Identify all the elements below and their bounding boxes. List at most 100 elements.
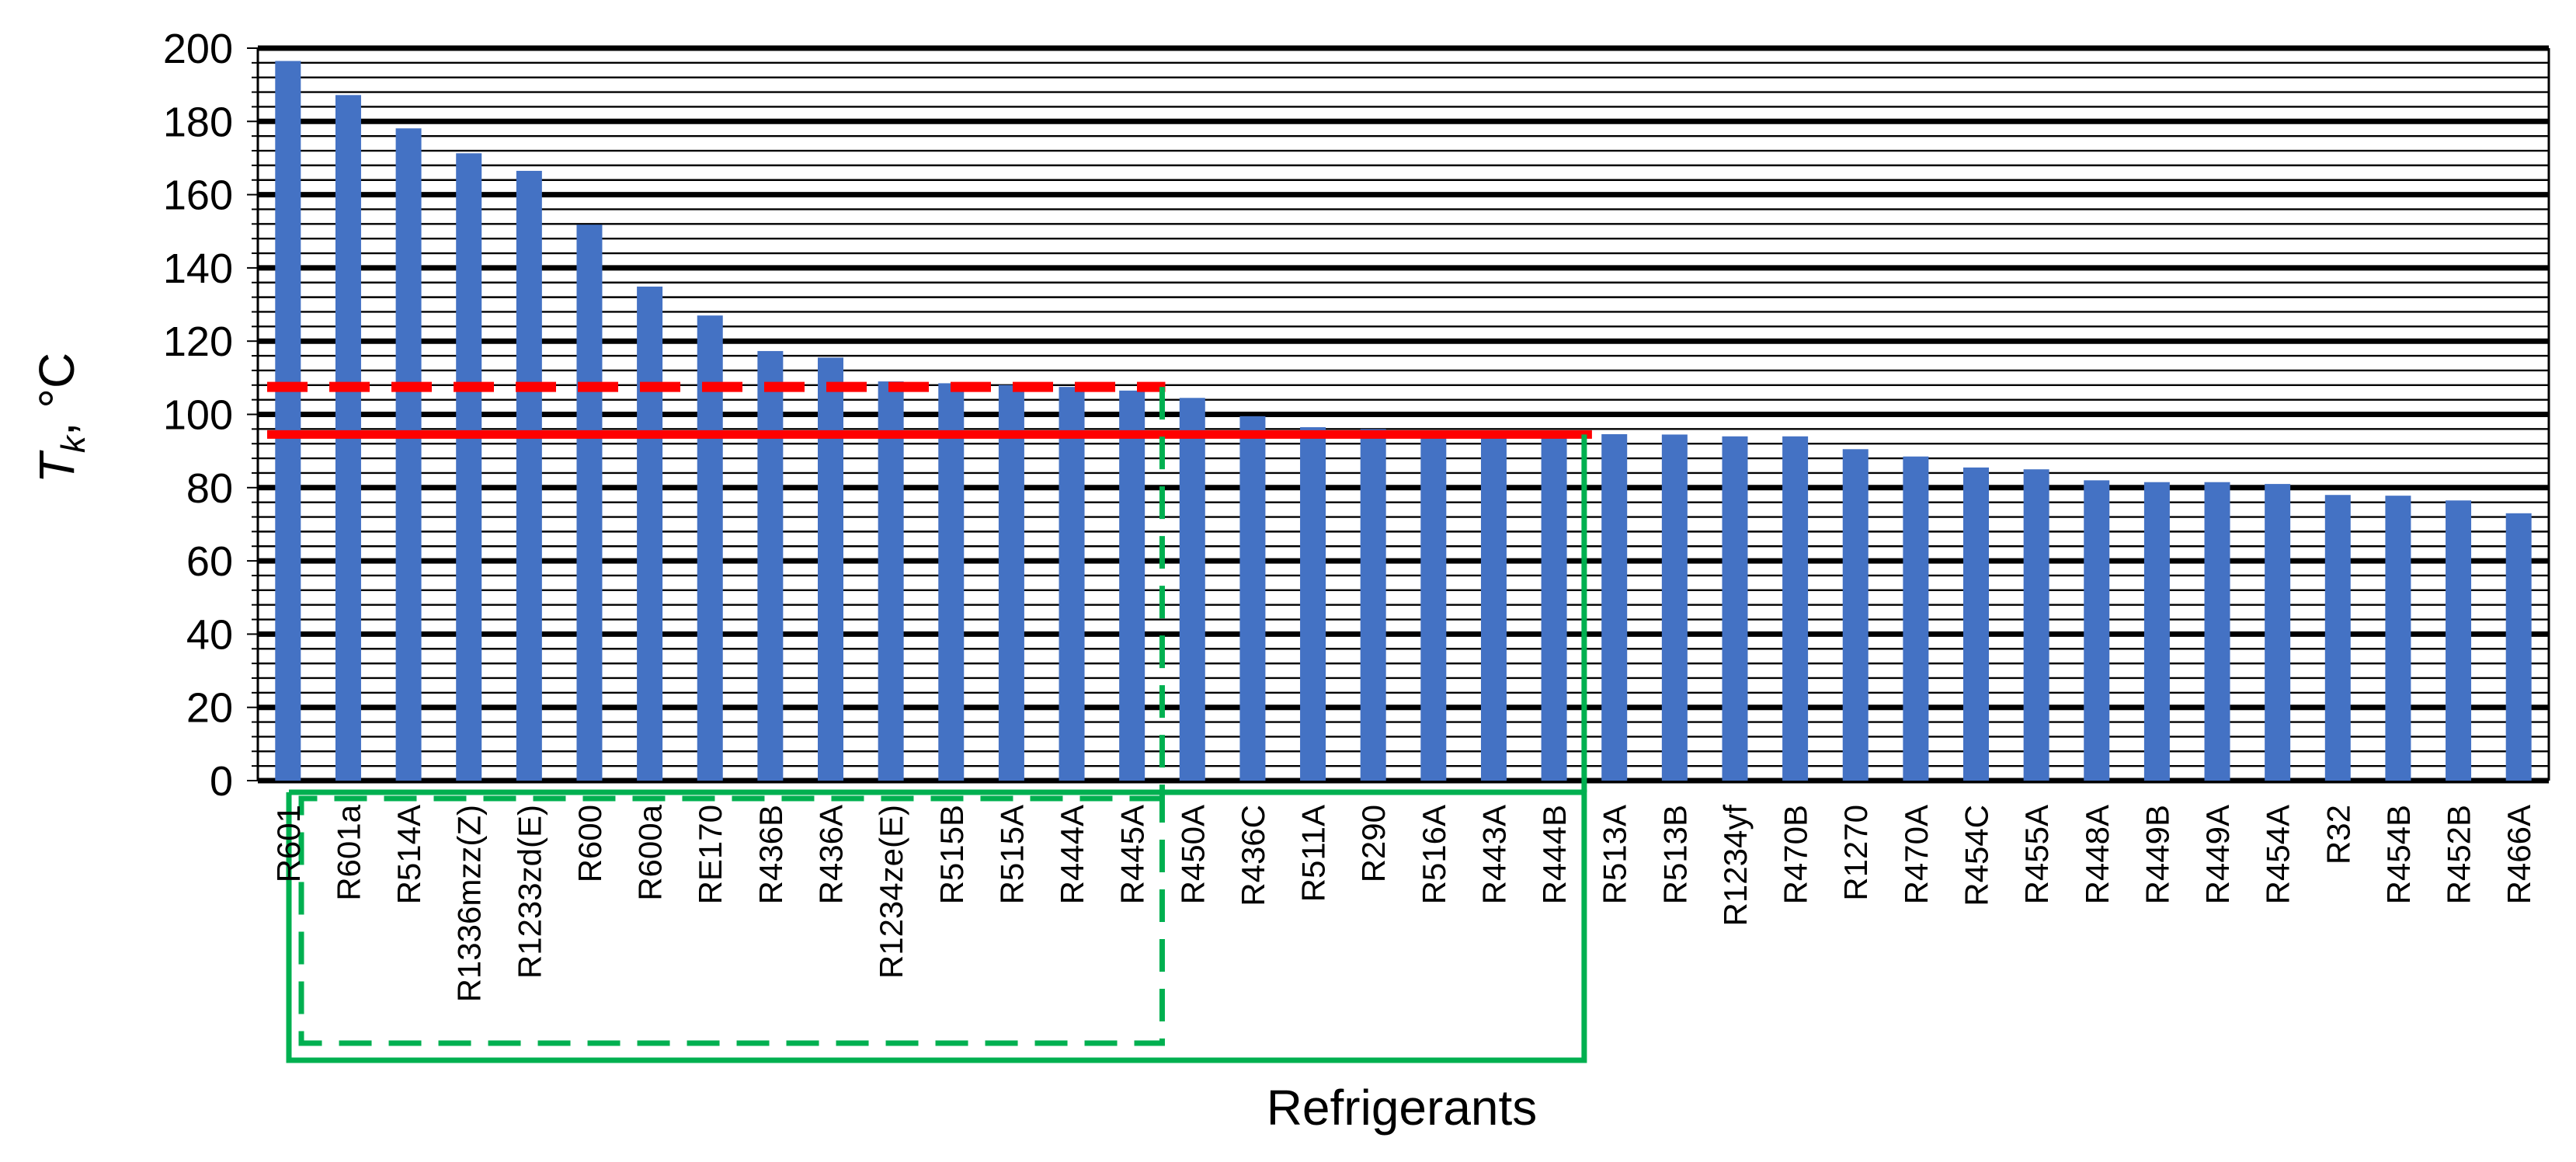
- x-tick-label: R514A: [391, 805, 427, 904]
- x-tick-label: R601: [270, 805, 307, 882]
- y-tick-label: 60: [186, 538, 233, 585]
- x-tick-label: R513B: [1656, 805, 1693, 904]
- y-axis-subscript: k: [54, 434, 92, 453]
- x-tick-label: R444A: [1054, 805, 1090, 904]
- bar-R470B: [1782, 436, 1809, 781]
- y-tick-label: 20: [186, 685, 233, 732]
- x-tick-label: R1336mzz(Z): [451, 805, 488, 1002]
- x-tick-label: R1234yf: [1717, 805, 1754, 927]
- y-axis-symbol: T: [29, 450, 85, 483]
- bar-R444B: [1541, 433, 1567, 781]
- bar-R32: [2324, 495, 2351, 781]
- highlight-groups: [286, 387, 1587, 1063]
- bar-R1234yf: [1722, 436, 1748, 781]
- bar-R513A: [1601, 433, 1628, 781]
- x-tick-label: R436C: [1235, 805, 1271, 906]
- x-tick-label: R515B: [933, 805, 970, 904]
- bar-R448A: [2084, 480, 2110, 781]
- x-tick-label: R454A: [2260, 805, 2296, 904]
- bar-R436C: [1239, 416, 1266, 781]
- x-tick-label: R452B: [2441, 805, 2477, 904]
- bar-R450A: [1179, 398, 1205, 781]
- x-tick-label: R450A: [1174, 805, 1211, 904]
- x-tick-label: R516A: [1416, 805, 1452, 904]
- bar-R516A: [1420, 430, 1447, 781]
- x-tick-label: R444B: [1536, 805, 1573, 904]
- x-tick-label: R511A: [1295, 805, 1332, 902]
- y-tick-label: 0: [210, 758, 233, 805]
- bar-R470A: [1903, 456, 1929, 781]
- solid-group-box: [286, 789, 1587, 1063]
- x-tick-label: R455A: [2018, 805, 2055, 904]
- x-tick-label: R449B: [2139, 805, 2175, 904]
- y-axis-unit: , °C: [29, 353, 85, 436]
- bar-R515B: [938, 383, 965, 781]
- bar-R515A: [998, 384, 1024, 781]
- y-tick-label: 200: [163, 26, 233, 72]
- x-axis-title: Refrigerants: [1267, 1080, 1538, 1136]
- bar-R449A: [2204, 482, 2230, 781]
- y-tick-label: 120: [163, 318, 233, 365]
- bar-R452B: [2446, 500, 2472, 781]
- x-tick-label: R454B: [2380, 805, 2417, 904]
- x-tick-label: R470A: [1898, 805, 1935, 904]
- x-tick-label: R1234ze(E): [873, 805, 909, 979]
- bar-R454B: [2385, 496, 2411, 781]
- bar-R600a: [637, 286, 663, 781]
- bar-R436A: [818, 357, 843, 781]
- bar-R454A: [2265, 484, 2291, 781]
- bar-RE170: [697, 315, 723, 781]
- x-tick-label: R1233zd(E): [511, 805, 548, 979]
- x-tick-label: R1270: [1837, 805, 1874, 901]
- bar-R601: [275, 61, 301, 781]
- x-tick-label: R436B: [753, 805, 789, 904]
- bar-R466A: [2505, 513, 2532, 781]
- bar-R513B: [1661, 434, 1688, 781]
- x-tick-label: R466A: [2501, 805, 2537, 904]
- x-tick-label: R443A: [1476, 805, 1512, 904]
- bar-R290: [1360, 429, 1386, 781]
- bar-R1234ze(E): [878, 381, 904, 781]
- bar-R436B: [757, 350, 784, 781]
- x-tick-label: R290: [1355, 805, 1392, 882]
- x-tick-label: R600a: [632, 804, 669, 900]
- y-tick-label: 140: [163, 245, 233, 292]
- x-tick-label: RE170: [692, 805, 728, 904]
- y-tick-labels: 0 20 40 60 80 100 120 140 160 180 200: [163, 26, 233, 805]
- x-tick-label: R515A: [993, 805, 1030, 904]
- bar-R1233zd(E): [516, 170, 542, 781]
- bar-R445A: [1119, 390, 1145, 781]
- bar-R454C: [1963, 467, 1989, 781]
- y-tick-label: 160: [163, 172, 233, 219]
- x-tick-label: R470B: [1778, 805, 1814, 904]
- bar-R1336mzz(Z): [456, 153, 482, 781]
- x-tick-label: R32: [2320, 805, 2356, 865]
- bar-R449B: [2143, 482, 2170, 781]
- bar-R511A: [1300, 427, 1326, 781]
- y-tick-label: 100: [163, 392, 233, 439]
- y-tick-label: 80: [186, 465, 233, 512]
- bar-R1270: [1842, 449, 1869, 781]
- x-tick-labels: R601 R601a R514A R1336mzz(Z) R1233zd(E) R600 R…: [270, 804, 2537, 1002]
- x-tick-label: R513A: [1597, 805, 1633, 904]
- x-tick-label: R445A: [1114, 805, 1151, 904]
- y-axis-title: Tk, °C: [29, 353, 92, 483]
- bars: [275, 61, 2532, 781]
- bar-R514A: [395, 128, 422, 781]
- x-tick-label: R601a: [330, 804, 367, 900]
- x-tick-label: R448A: [2079, 805, 2115, 904]
- dashed-group-box: [298, 795, 1165, 1046]
- x-tick-label: R449A: [2199, 805, 2236, 904]
- x-tick-label: R600: [572, 805, 608, 882]
- bar-R443A: [1480, 433, 1507, 781]
- bar-R444A: [1059, 387, 1085, 781]
- x-tick-label: R454C: [1959, 805, 1995, 906]
- bar-R455A: [2023, 469, 2049, 781]
- x-tick-label: R436A: [813, 805, 850, 904]
- reference-lines: [267, 381, 1592, 439]
- y-tick-label: 40: [186, 611, 233, 658]
- bar-R600: [576, 224, 603, 781]
- y-tick-label: 180: [163, 99, 233, 145]
